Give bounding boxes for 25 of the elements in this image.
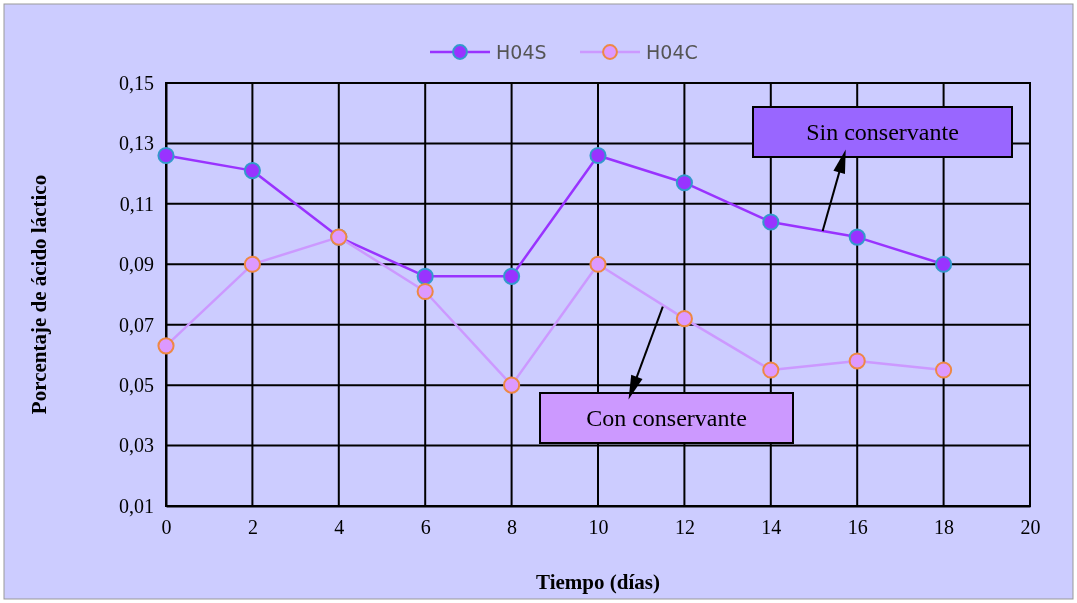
x-axis-title: Tiempo (días) xyxy=(536,570,660,594)
x-tick-label: 10 xyxy=(588,516,609,539)
x-tick-label: 14 xyxy=(761,516,782,539)
annotation: Con conservante xyxy=(586,405,747,431)
x-tick-label: 0 xyxy=(161,516,172,539)
annotation: Sin conservante xyxy=(806,119,959,145)
y-tick-label: 0,09 xyxy=(119,253,154,276)
y-tick-label: 0,05 xyxy=(119,374,154,397)
x-tick-label: 20 xyxy=(1020,516,1041,539)
y-axis-title: Porcentaje de ácido láctico xyxy=(27,174,51,415)
y-tick-label: 0,01 xyxy=(119,494,154,517)
legend-label: H04S xyxy=(496,41,547,63)
x-tick-label: 16 xyxy=(847,516,868,539)
x-tick-label: 18 xyxy=(934,516,955,539)
y-tick-label: 0,07 xyxy=(119,313,154,336)
y-tick-label: 0,13 xyxy=(119,132,154,155)
x-tick-label: 4 xyxy=(334,516,345,539)
y-tick-label: 0,15 xyxy=(119,71,154,94)
y-tick-label: 0,11 xyxy=(119,192,154,215)
x-tick-label: 8 xyxy=(507,516,518,539)
x-tick-label: 6 xyxy=(420,516,431,539)
legend-label: H04C xyxy=(646,41,698,63)
y-tick-label: 0,03 xyxy=(119,434,154,457)
x-tick-label: 2 xyxy=(247,516,258,539)
x-tick-label: 12 xyxy=(674,516,695,539)
